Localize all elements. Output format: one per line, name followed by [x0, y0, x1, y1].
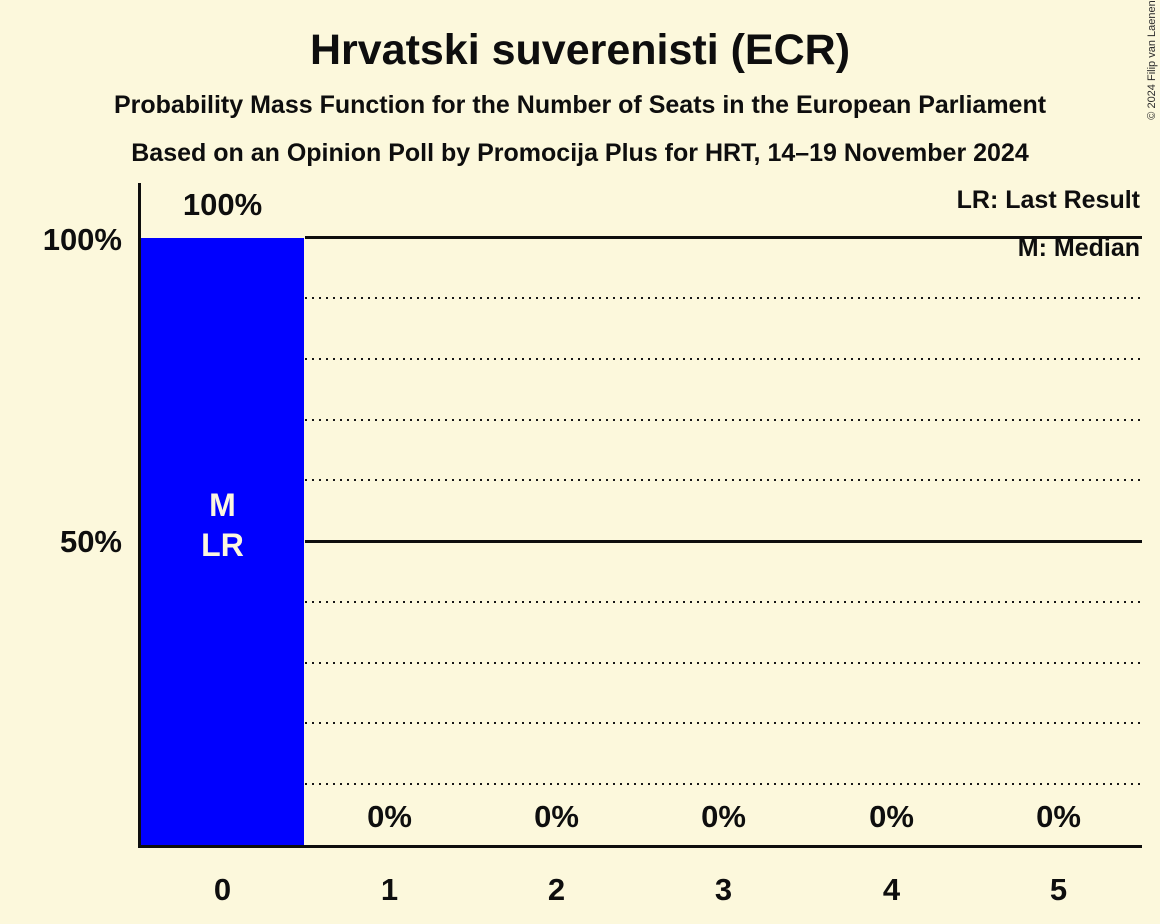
bar-value-label-5: 0% — [1036, 799, 1081, 834]
gridline-10pct — [305, 783, 1142, 785]
x-tick-4: 4 — [882, 872, 901, 907]
y-tick-50pct: 50% — [59, 524, 122, 559]
legend-last-result-label: LR: Last Result — [956, 186, 1140, 214]
y-axis-line — [138, 183, 141, 847]
gridline-90pct — [305, 297, 1142, 299]
copyright-note: © 2024 Filip van Laenen — [1145, 0, 1159, 119]
bar-seats-0: M LR — [141, 238, 304, 845]
bar-value-label-4: 0% — [869, 799, 914, 834]
gridline-100pct — [305, 236, 1142, 239]
bar-annotation-markers: M LR — [141, 485, 304, 565]
bar-value-label-0: 100% — [182, 187, 263, 222]
x-tick-5: 5 — [1049, 872, 1068, 907]
gridline-50pct — [305, 540, 1142, 543]
gridline-30pct — [305, 662, 1142, 664]
x-tick-0: 0 — [213, 872, 232, 907]
chart-subtitle-line-1: Probability Mass Function for the Number… — [113, 91, 1047, 119]
x-tick-3: 3 — [714, 872, 733, 907]
last-result-marker: LR — [201, 527, 244, 563]
gridline-80pct — [305, 358, 1142, 360]
x-tick-2: 2 — [547, 872, 566, 907]
bar-value-label-3: 0% — [701, 799, 746, 834]
x-tick-1: 1 — [380, 872, 399, 907]
chart-title: Hrvatski suverenisti (ECR) — [309, 26, 851, 74]
median-marker: M — [209, 487, 236, 523]
bar-value-label-2: 0% — [534, 799, 579, 834]
gridline-40pct — [305, 601, 1142, 603]
y-tick-100pct: 100% — [42, 222, 122, 257]
chart-subtitle-line-2: Based on an Opinion Poll by Promocija Pl… — [131, 139, 1029, 167]
x-axis-line — [138, 845, 1142, 848]
gridline-70pct — [305, 419, 1142, 421]
copyright-text: © 2024 Filip van Laenen — [1146, 0, 1158, 120]
bar-value-label-1: 0% — [367, 799, 412, 834]
gridline-60pct — [305, 479, 1142, 481]
gridline-20pct — [305, 722, 1142, 724]
